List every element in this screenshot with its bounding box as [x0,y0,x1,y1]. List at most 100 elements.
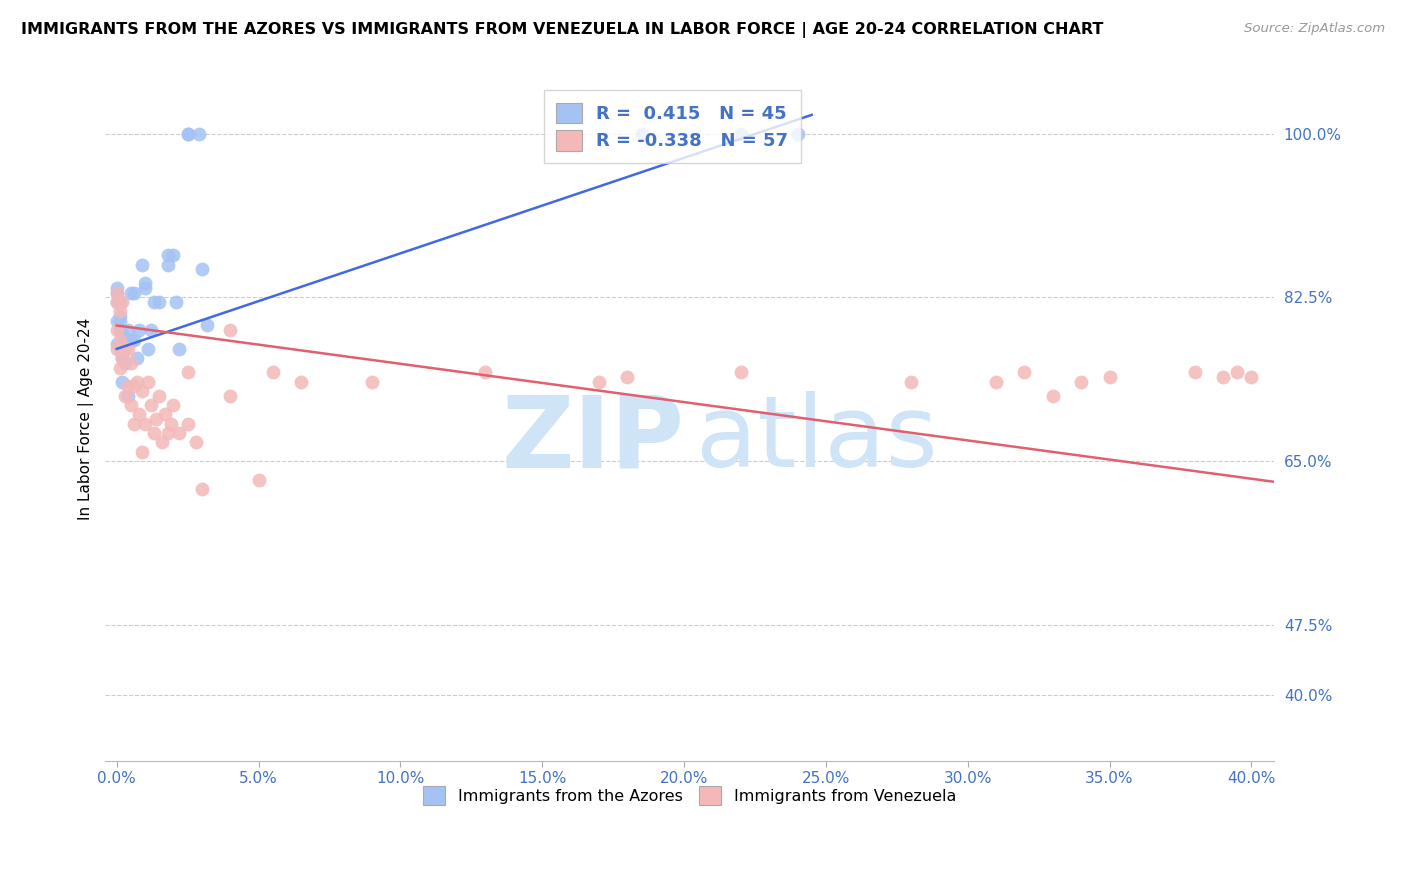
Point [108,333,131,347]
Point [131,445,153,459]
Point [136,375,159,389]
Point [108,360,131,375]
Point [131,258,153,272]
Point [786,127,808,141]
Point [162,248,184,262]
Point [120,356,142,370]
Point [105,285,128,300]
Point [1212,370,1234,384]
Point [142,426,165,441]
Point [262,365,284,379]
Point [134,277,156,291]
Y-axis label: In Labor Force | Age 20-24: In Labor Force | Age 20-24 [79,318,94,520]
Point [176,365,198,379]
Point [108,295,131,310]
Point [361,375,384,389]
Point [131,384,153,398]
Point [114,389,136,403]
Point [188,127,211,141]
Point [984,375,1007,389]
Point [122,417,145,431]
Point [117,379,139,393]
Point [730,127,752,141]
Point [1042,389,1064,403]
Point [191,262,214,277]
Point [136,342,159,356]
Point [167,342,190,356]
Text: IMMIGRANTS FROM THE AZORES VS IMMIGRANTS FROM VENEZUELA IN LABOR FORCE | AGE 20-: IMMIGRANTS FROM THE AZORES VS IMMIGRANTS… [21,22,1104,38]
Point [111,327,134,342]
Legend: Immigrants from the Azores, Immigrants from Venezuela: Immigrants from the Azores, Immigrants f… [413,777,966,814]
Point [156,426,179,441]
Point [108,304,131,318]
Point [176,127,198,141]
Point [247,473,270,487]
Point [1184,365,1206,379]
Point [150,435,173,450]
Point [176,417,198,431]
Point [1070,375,1092,389]
Point [125,351,148,366]
Point [588,375,610,389]
Point [114,342,136,356]
Point [117,342,139,356]
Point [153,408,176,422]
Point [1226,365,1249,379]
Point [630,127,652,141]
Point [111,375,134,389]
Point [134,417,156,431]
Point [148,389,170,403]
Point [105,285,128,300]
Point [156,258,179,272]
Point [176,127,198,141]
Point [165,295,187,310]
Point [114,356,136,370]
Point [1014,365,1036,379]
Text: atlas: atlas [696,391,938,488]
Point [111,295,134,310]
Point [156,248,179,262]
Point [219,323,242,337]
Point [108,342,131,356]
Point [105,314,128,328]
Point [139,323,162,337]
Point [114,333,136,347]
Point [111,337,134,351]
Point [125,375,148,389]
Point [117,389,139,403]
Text: Source: ZipAtlas.com: Source: ZipAtlas.com [1244,22,1385,36]
Point [108,314,131,328]
Point [290,375,312,389]
Point [120,398,142,412]
Point [900,375,922,389]
Point [139,398,162,412]
Point [105,295,128,310]
Point [145,412,167,426]
Point [730,365,752,379]
Point [120,333,142,347]
Text: ZIP: ZIP [501,391,683,488]
Point [167,426,190,441]
Point [120,285,142,300]
Point [142,295,165,310]
Point [219,389,242,403]
Point [186,435,208,450]
Point [128,323,150,337]
Point [105,295,128,310]
Point [197,318,219,333]
Point [616,370,638,384]
Point [111,351,134,366]
Point [108,309,131,323]
Point [159,417,181,431]
Point [162,398,184,412]
Point [108,323,131,337]
Point [122,285,145,300]
Point [122,333,145,347]
Point [105,281,128,295]
Point [148,295,170,310]
Point [1098,370,1121,384]
Point [111,351,134,366]
Point [122,379,145,393]
Point [134,281,156,295]
Point [105,337,128,351]
